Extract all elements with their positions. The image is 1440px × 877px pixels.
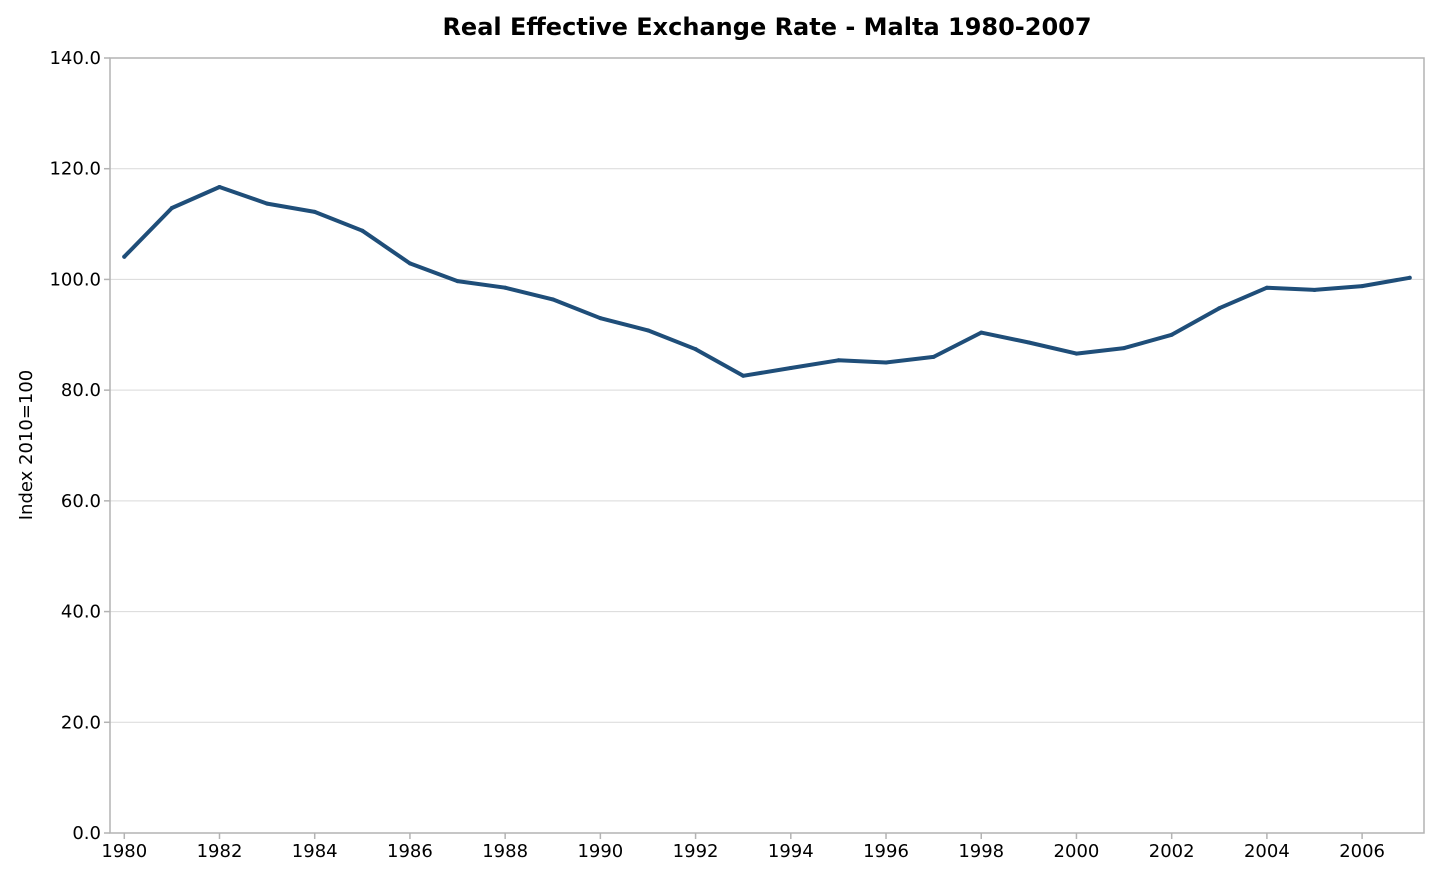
data-point <box>312 209 317 214</box>
x-tick-label: 2002 <box>1149 841 1195 862</box>
y-tick-label: 80.0 <box>61 380 101 401</box>
data-point <box>1264 285 1269 290</box>
data-point <box>693 347 698 352</box>
chart-title: Real Effective Exchange Rate - Malta 198… <box>442 13 1091 41</box>
data-point <box>265 201 270 206</box>
data-point <box>360 228 365 233</box>
data-point <box>1169 332 1174 337</box>
x-tick-label: 1980 <box>101 841 147 862</box>
y-axis: 0.0 20.0 40.0 60.0 80.0 100.0 120.0 140.0 <box>49 48 110 844</box>
y-tick-label: 20.0 <box>61 712 101 733</box>
series-line <box>122 185 1412 378</box>
x-tick-label: 1982 <box>197 841 243 862</box>
y-tick-label: 140.0 <box>49 48 101 69</box>
data-point <box>169 206 174 211</box>
y-tick-label: 100.0 <box>49 269 101 290</box>
x-tick-label: 2000 <box>1054 841 1100 862</box>
grid-lines <box>110 168 1424 723</box>
data-point <box>1312 287 1317 292</box>
x-tick-label: 2006 <box>1339 841 1385 862</box>
data-point <box>1360 284 1365 289</box>
y-tick-label: 0.0 <box>72 823 101 844</box>
data-point <box>217 184 222 189</box>
data-point <box>645 328 650 333</box>
y-tick-label: 60.0 <box>61 491 101 512</box>
data-point <box>1074 351 1079 356</box>
x-tick-label: 1986 <box>387 841 433 862</box>
data-point <box>1217 306 1222 311</box>
x-tick-label: 2004 <box>1244 841 1290 862</box>
x-tick-label: 1990 <box>577 841 623 862</box>
data-point <box>455 279 460 284</box>
data-point <box>598 316 603 321</box>
data-point <box>931 354 936 359</box>
y-tick-label: 120.0 <box>49 159 101 180</box>
x-tick-label: 1984 <box>292 841 338 862</box>
x-tick-label: 1992 <box>673 841 719 862</box>
data-point <box>503 285 508 290</box>
x-axis: 1980 1982 1984 1986 1988 1990 1992 1994 1996 1998… <box>101 833 1385 862</box>
data-point <box>122 254 127 259</box>
data-point <box>407 261 412 266</box>
data-point <box>1407 275 1412 280</box>
x-tick-label: 1988 <box>482 841 528 862</box>
data-point <box>836 358 841 363</box>
y-tick-label: 40.0 <box>61 602 101 623</box>
data-point <box>979 330 984 335</box>
series-group <box>122 184 1412 378</box>
plot-frame <box>109 57 1425 834</box>
y-axis-label: Index 2010=100 <box>16 370 37 521</box>
data-point <box>550 297 555 302</box>
x-tick-label: 1994 <box>768 841 814 862</box>
x-tick-label: 1996 <box>863 841 909 862</box>
x-tick-label: 1998 <box>958 841 1004 862</box>
data-point <box>1026 340 1031 345</box>
data-point <box>1122 346 1127 351</box>
data-point <box>788 366 793 370</box>
data-point <box>741 373 746 378</box>
data-point <box>884 360 889 365</box>
